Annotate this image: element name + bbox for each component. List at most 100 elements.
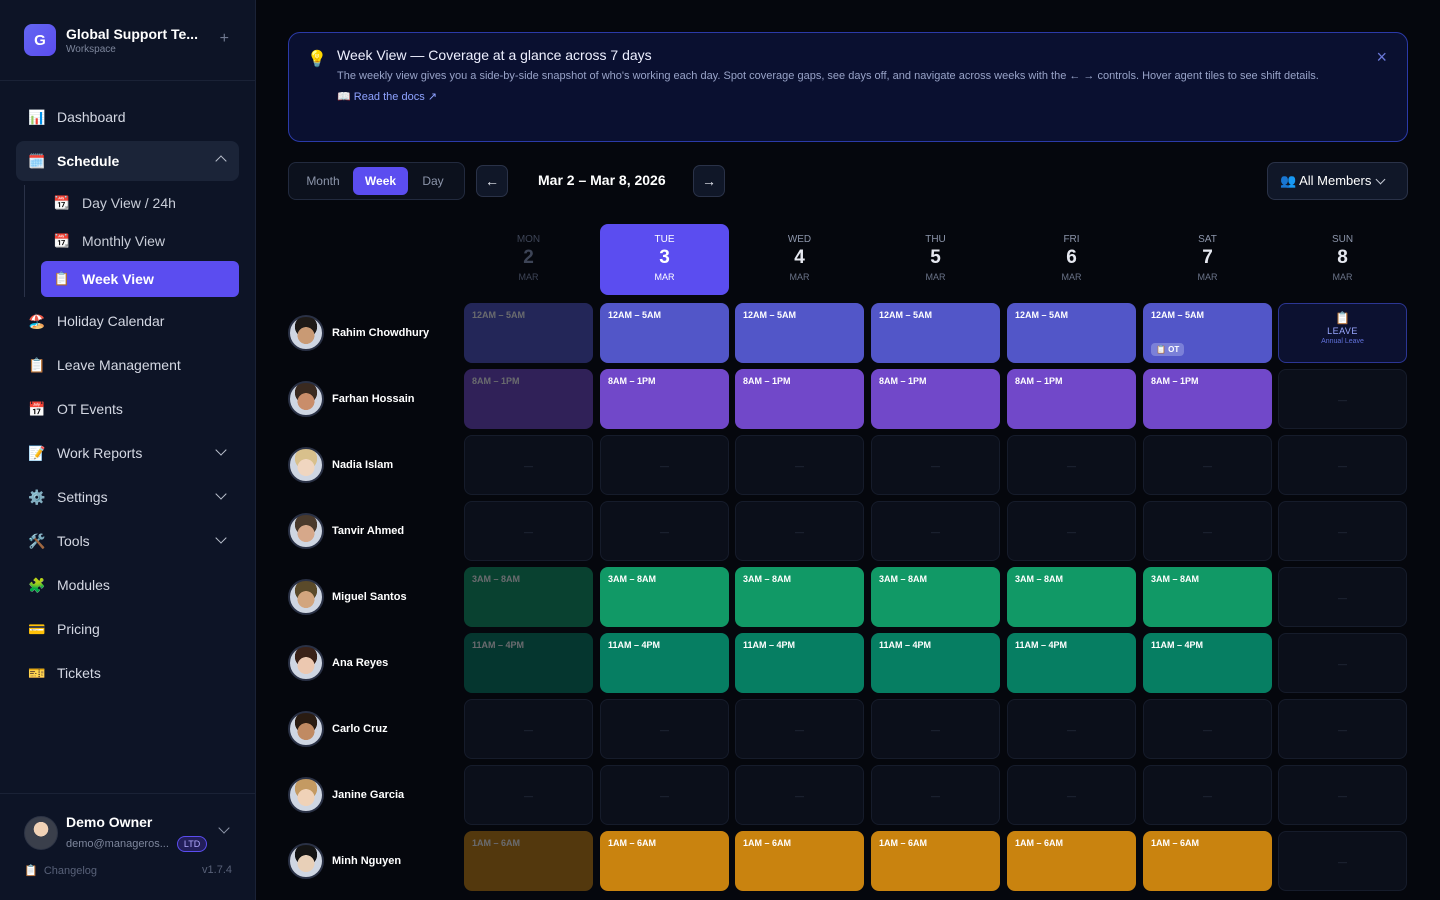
chevron-down-icon[interactable] bbox=[218, 822, 230, 834]
shift-tile[interactable]: 8AM – 1PM bbox=[1143, 369, 1272, 429]
empty-cell[interactable]: — bbox=[600, 699, 729, 759]
empty-cell[interactable]: — bbox=[1007, 765, 1136, 825]
empty-cell[interactable]: — bbox=[1007, 501, 1136, 561]
sidebar-item-tools[interactable]: 🛠️ Tools bbox=[16, 521, 239, 561]
shift-tile[interactable]: 8AM – 1PM bbox=[600, 369, 729, 429]
members-filter[interactable]: 👥 All Members bbox=[1267, 162, 1408, 200]
day-header-tue[interactable]: TUE 3 MAR bbox=[600, 224, 729, 295]
empty-cell[interactable]: — bbox=[1278, 501, 1407, 561]
workspace-switcher[interactable]: G Global Support Te... Workspace + bbox=[0, 0, 255, 81]
agent-row-label[interactable]: Ana Reyes bbox=[288, 633, 388, 693]
shift-tile[interactable]: 1AM – 6AM bbox=[464, 831, 593, 891]
shift-tile[interactable]: 3AM – 8AM bbox=[871, 567, 1000, 627]
agent-row-label[interactable]: Farhan Hossain bbox=[288, 369, 415, 429]
leave-tile[interactable]: 📋 LEAVE Annual Leave bbox=[1278, 303, 1407, 363]
shift-tile[interactable]: 8AM – 1PM bbox=[1007, 369, 1136, 429]
shift-tile[interactable]: 11AM – 4PM bbox=[1007, 633, 1136, 693]
user-menu[interactable]: Demo Owner demo@manageros... LTD bbox=[24, 814, 232, 852]
empty-cell[interactable]: — bbox=[464, 765, 593, 825]
agent-row-label[interactable]: Tanvir Ahmed bbox=[288, 501, 404, 561]
empty-cell[interactable]: — bbox=[735, 435, 864, 495]
empty-cell[interactable]: — bbox=[464, 699, 593, 759]
agent-row-label[interactable]: Nadia Islam bbox=[288, 435, 393, 495]
sidebar-item-pricing[interactable]: 💳 Pricing bbox=[16, 609, 239, 649]
shift-tile[interactable]: 1AM – 6AM bbox=[1143, 831, 1272, 891]
empty-cell[interactable]: — bbox=[1007, 699, 1136, 759]
empty-cell[interactable]: — bbox=[1143, 435, 1272, 495]
shift-tile[interactable]: 11AM – 4PM bbox=[600, 633, 729, 693]
empty-cell[interactable]: — bbox=[735, 765, 864, 825]
shift-tile[interactable]: 3AM – 8AM bbox=[1007, 567, 1136, 627]
empty-cell[interactable]: — bbox=[735, 501, 864, 561]
mode-week-button[interactable]: Week bbox=[353, 167, 408, 195]
empty-cell[interactable]: — bbox=[1278, 369, 1407, 429]
shift-tile[interactable]: 12AM – 5AM bbox=[871, 303, 1000, 363]
read-docs-link[interactable]: 📖 Read the docs ↗ bbox=[337, 91, 437, 103]
sidebar-item-leave-management[interactable]: 📋 Leave Management bbox=[16, 345, 239, 385]
sidebar-subitem-monthly-view[interactable]: 📆 Monthly View bbox=[41, 223, 239, 259]
empty-cell[interactable]: — bbox=[1143, 501, 1272, 561]
agent-row-label[interactable]: Rahim Chowdhury bbox=[288, 303, 429, 363]
sidebar-subitem-week-view[interactable]: 📋 Week View bbox=[41, 261, 239, 297]
sidebar-item-settings[interactable]: ⚙️ Settings bbox=[16, 477, 239, 517]
empty-cell[interactable]: — bbox=[1278, 435, 1407, 495]
shift-tile[interactable]: 3AM – 8AM bbox=[600, 567, 729, 627]
shift-tile[interactable]: 1AM – 6AM bbox=[871, 831, 1000, 891]
agent-row-label[interactable]: Janine Garcia bbox=[288, 765, 404, 825]
sidebar-item-dashboard[interactable]: 📊 Dashboard bbox=[16, 97, 239, 137]
empty-cell[interactable]: — bbox=[735, 699, 864, 759]
plus-icon[interactable]: + bbox=[219, 30, 229, 47]
shift-tile[interactable]: 8AM – 1PM bbox=[464, 369, 593, 429]
shift-tile[interactable]: 12AM – 5AM bbox=[1007, 303, 1136, 363]
shift-tile[interactable]: 8AM – 1PM bbox=[735, 369, 864, 429]
next-week-button[interactable]: → bbox=[693, 165, 725, 197]
shift-tile[interactable]: 12AM – 5AM bbox=[735, 303, 864, 363]
shift-tile[interactable]: 11AM – 4PM bbox=[464, 633, 593, 693]
changelog-link[interactable]: 📋 Changelog bbox=[24, 865, 98, 877]
empty-cell[interactable]: — bbox=[600, 765, 729, 825]
agent-row-label[interactable]: Minh Nguyen bbox=[288, 831, 401, 891]
empty-cell[interactable]: — bbox=[1143, 699, 1272, 759]
sidebar-item-modules[interactable]: 🧩 Modules bbox=[16, 565, 239, 605]
sidebar-item-ot-events[interactable]: 📅 OT Events bbox=[16, 389, 239, 429]
empty-cell[interactable]: — bbox=[1278, 567, 1407, 627]
empty-cell[interactable]: — bbox=[871, 765, 1000, 825]
shift-tile[interactable]: 8AM – 1PM bbox=[871, 369, 1000, 429]
empty-cell[interactable]: — bbox=[1007, 435, 1136, 495]
mode-day-button[interactable]: Day bbox=[422, 174, 444, 188]
mode-month-button[interactable]: Month bbox=[306, 174, 340, 188]
sidebar-subitem-day-view-24h[interactable]: 📆 Day View / 24h bbox=[41, 185, 239, 221]
empty-cell[interactable]: — bbox=[464, 435, 593, 495]
empty-cell[interactable]: — bbox=[1278, 831, 1407, 891]
sidebar-item-work-reports[interactable]: 📝 Work Reports bbox=[16, 433, 239, 473]
day-header-thu[interactable]: THU 5 MAR bbox=[871, 224, 1000, 295]
shift-tile[interactable]: 3AM – 8AM bbox=[735, 567, 864, 627]
empty-cell[interactable]: — bbox=[464, 501, 593, 561]
shift-tile[interactable]: 11AM – 4PM bbox=[1143, 633, 1272, 693]
day-header-sun[interactable]: SUN 8 MAR bbox=[1278, 224, 1407, 295]
shift-tile[interactable]: 1AM – 6AM bbox=[735, 831, 864, 891]
empty-cell[interactable]: — bbox=[1278, 633, 1407, 693]
sidebar-item-holiday-calendar[interactable]: 🏖️ Holiday Calendar bbox=[16, 301, 239, 341]
sidebar-item-schedule[interactable]: 🗓️ Schedule bbox=[16, 141, 239, 181]
day-header-sat[interactable]: SAT 7 MAR bbox=[1143, 224, 1272, 295]
shift-tile[interactable]: 11AM – 4PM bbox=[735, 633, 864, 693]
empty-cell[interactable]: — bbox=[1278, 699, 1407, 759]
sidebar-item-tickets[interactable]: 🎫 Tickets bbox=[16, 653, 239, 693]
empty-cell[interactable]: — bbox=[1278, 765, 1407, 825]
empty-cell[interactable]: — bbox=[600, 435, 729, 495]
prev-week-button[interactable]: ← bbox=[476, 165, 508, 197]
shift-tile[interactable]: 12AM – 5AM bbox=[464, 303, 593, 363]
agent-row-label[interactable]: Carlo Cruz bbox=[288, 699, 388, 759]
day-header-fri[interactable]: FRI 6 MAR bbox=[1007, 224, 1136, 295]
shift-tile[interactable]: 11AM – 4PM bbox=[871, 633, 1000, 693]
day-header-wed[interactable]: WED 4 MAR bbox=[735, 224, 864, 295]
empty-cell[interactable]: — bbox=[600, 501, 729, 561]
agent-row-label[interactable]: Miguel Santos bbox=[288, 567, 407, 627]
shift-tile[interactable]: 3AM – 8AM bbox=[464, 567, 593, 627]
shift-tile[interactable]: 12AM – 5AM 📋 OT bbox=[1143, 303, 1272, 363]
shift-tile[interactable]: 12AM – 5AM bbox=[600, 303, 729, 363]
day-header-mon[interactable]: MON 2 MAR bbox=[464, 224, 593, 295]
shift-tile[interactable]: 1AM – 6AM bbox=[600, 831, 729, 891]
close-icon[interactable]: × bbox=[1376, 47, 1387, 67]
